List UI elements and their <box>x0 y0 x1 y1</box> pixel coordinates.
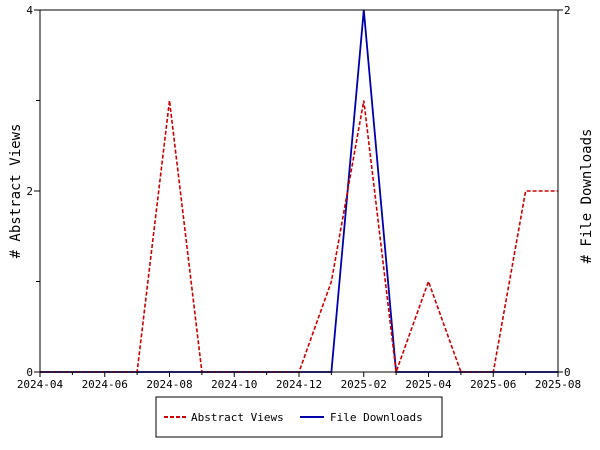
plot-area <box>39 9 559 373</box>
x-tick-label: 2024-08 <box>146 378 192 391</box>
left-y-tick-label: 0 <box>26 366 33 379</box>
x-tick-label: 2025-06 <box>470 378 516 391</box>
legend-label: File Downloads <box>330 411 423 424</box>
x-tick-label: 2025-02 <box>341 378 387 391</box>
right-y-tick-label: 2 <box>564 4 571 17</box>
x-tick-label: 2024-06 <box>82 378 128 391</box>
series-line-file-downloads <box>40 9 558 373</box>
right-y-tick-label: 0 <box>564 366 571 379</box>
left-y-tick-label: 4 <box>26 4 33 17</box>
x-tick-label: 2024-10 <box>211 378 257 391</box>
legend-box <box>155 396 443 438</box>
x-tick-label: 2024-04 <box>17 378 64 391</box>
right-axis-title: # File Downloads <box>579 129 595 264</box>
x-tick-label: 2024-12 <box>276 378 322 391</box>
legend-label: Abstract Views <box>191 411 284 424</box>
axes: 2024-04 2024-06 2024-08 2024-10 2024-12 2025-… <box>17 4 581 391</box>
left-axis-title: # Abstract Views <box>8 124 24 259</box>
series-line-abstract-views <box>40 100 558 373</box>
plot-frame <box>39 9 559 373</box>
x-tick-label: 2025-08 <box>535 378 581 391</box>
x-tick-label: 2025-04 <box>405 378 452 391</box>
legend: Abstract Views File Downloads <box>155 396 443 438</box>
left-y-tick-label: 2 <box>26 185 33 198</box>
